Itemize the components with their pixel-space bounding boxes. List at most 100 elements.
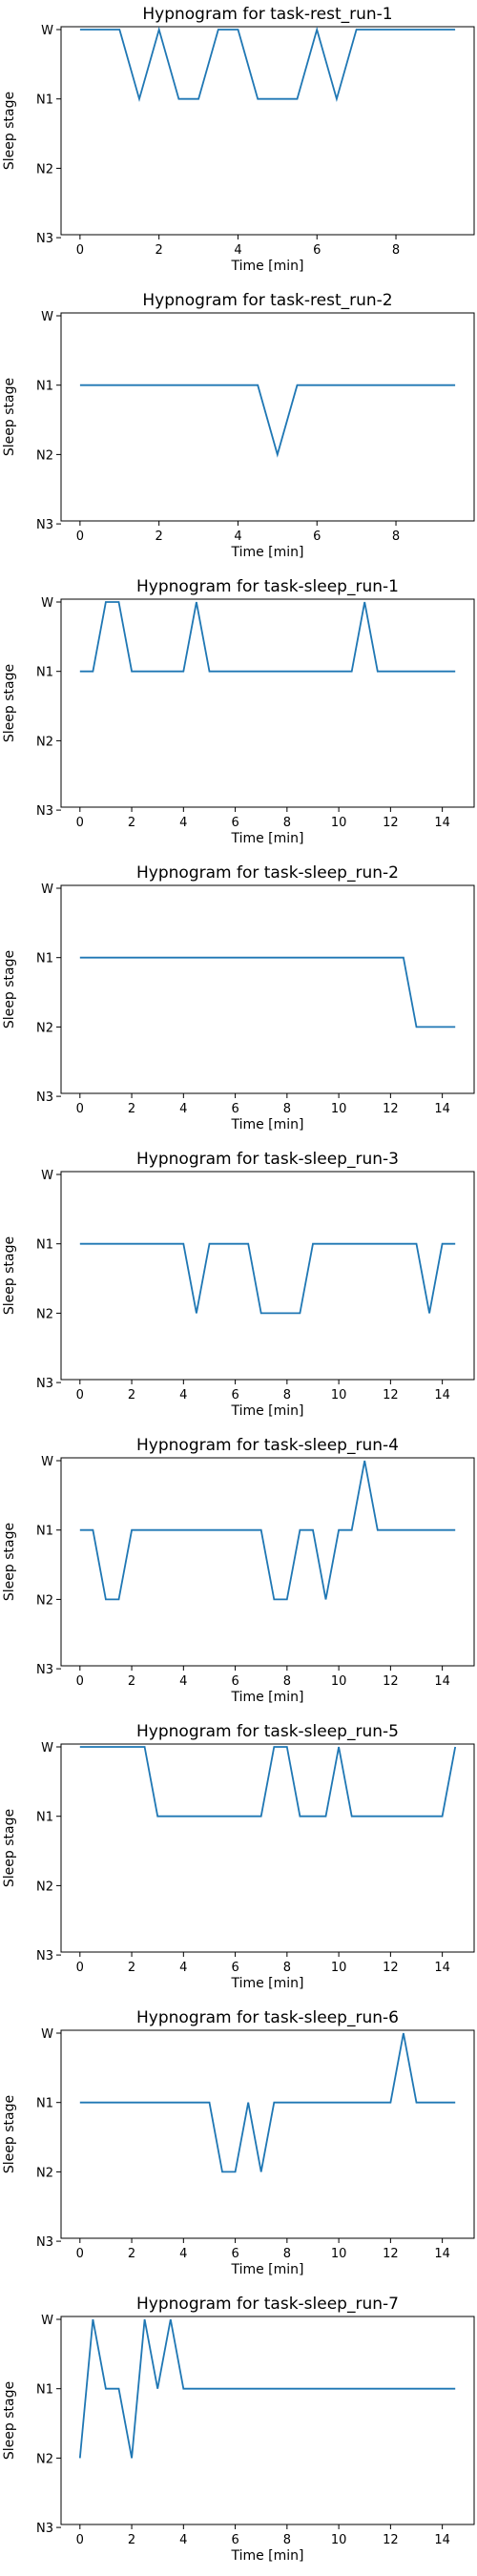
y-tick-label: N3 (36, 1949, 53, 1963)
x-tick-label: 2 (128, 1102, 135, 1116)
hypnogram-line (79, 384, 456, 458)
y-tick-label: N3 (36, 1663, 53, 1677)
chart-panel-3: Hypnogram for task-sleep_run-1 W N1 N2 N3 0 2 4… (2, 577, 475, 846)
x-tick-label: 12 (383, 1961, 399, 1975)
y-axis-label: Sleep stage (2, 950, 17, 1028)
x-tick-label: 14 (434, 2533, 450, 2547)
y-tick-label: N2 (36, 448, 53, 463)
chart-panel-6: Hypnogram for task-sleep_run-4 W N1 N2 N3 0 2 4… (2, 1436, 475, 1705)
y-tick-label: W (41, 24, 53, 38)
x-tick-label: 0 (76, 1102, 84, 1116)
x-tick-label: 10 (331, 2533, 347, 2547)
y-tick-label: W (41, 1455, 53, 1469)
x-tick-label: 6 (231, 1102, 238, 1116)
axes-frame (60, 598, 475, 808)
x-tick-label: 12 (383, 1674, 399, 1689)
x-tick-label: 8 (283, 2247, 291, 2261)
x-tick-label: 4 (234, 530, 241, 544)
x-axis-label: Time [min] (230, 1976, 303, 1991)
y-tick-label: N2 (36, 1307, 53, 1321)
y-tick-label: N1 (36, 380, 53, 394)
x-tick-label: 0 (76, 1674, 84, 1689)
hypnogram-line (79, 2032, 456, 2173)
x-tick-label: 2 (156, 243, 163, 258)
x-tick-label: 10 (331, 1961, 347, 1975)
y-tick-label: N2 (36, 735, 53, 749)
hypnogram-line (79, 1242, 456, 1315)
hypnogram-line (78, 2318, 456, 2459)
y-tick-label: N3 (36, 518, 53, 532)
x-tick-label: 10 (331, 2247, 347, 2261)
y-tick-label: N1 (36, 2097, 53, 2111)
x-tick-label: 10 (331, 816, 347, 830)
chart-panel-4: Hypnogram for task-sleep_run-2 W N1 N2 N3 0 2 4… (2, 863, 475, 1132)
x-tick-label: 12 (383, 1102, 399, 1116)
chart-title: Hypnogram for task-rest_run-2 (142, 291, 392, 310)
y-tick-label: W (41, 2027, 53, 2042)
y-tick-label: N2 (36, 2452, 53, 2466)
x-tick-label: 14 (434, 1674, 450, 1689)
x-axis-label: Time [min] (230, 259, 303, 274)
x-tick-label: 8 (283, 1961, 291, 1975)
y-tick-label: W (41, 2314, 53, 2328)
x-tick-label: 4 (179, 1388, 187, 1402)
x-tick-label: 4 (179, 2247, 187, 2261)
axes-frame (60, 1743, 475, 1953)
x-tick-label: 8 (283, 1674, 291, 1689)
x-axis-label: Time [min] (230, 1690, 303, 1705)
y-axis-label: Sleep stage (2, 664, 17, 742)
x-tick-label: 8 (283, 1388, 291, 1402)
x-tick-label: 10 (331, 1102, 347, 1116)
x-tick-label: 6 (231, 2533, 238, 2547)
axes-frame (60, 2029, 475, 2239)
x-tick-label: 14 (434, 1388, 450, 1402)
x-tick-label: 14 (434, 816, 450, 830)
y-tick-label: N3 (36, 2522, 53, 2536)
x-tick-label: 0 (76, 1388, 84, 1402)
y-tick-label: N2 (36, 162, 53, 177)
x-axis-label: Time [min] (230, 545, 303, 560)
x-tick-label: 8 (283, 1102, 291, 1116)
chart-title: Hypnogram for task-rest_run-1 (142, 5, 392, 24)
x-axis-label: Time [min] (230, 2262, 303, 2277)
chart-panel-9: Hypnogram for task-sleep_run-7 W N1 N2 N3 0 2 4… (2, 2295, 475, 2564)
y-tick-label: N2 (36, 2166, 53, 2180)
y-tick-label: W (41, 596, 53, 611)
x-tick-label: 6 (313, 530, 321, 544)
x-tick-label: 0 (76, 1961, 84, 1975)
x-tick-label: 14 (434, 1961, 450, 1975)
x-tick-label: 2 (128, 1388, 135, 1402)
x-tick-label: 2 (128, 816, 135, 830)
y-tick-label: N1 (36, 1525, 53, 1539)
x-tick-label: 14 (434, 1102, 450, 1116)
y-axis-label: Sleep stage (2, 92, 17, 170)
chart-panel-8: Hypnogram for task-sleep_run-6 W N1 N2 N3 0 2 4… (2, 2008, 475, 2277)
chart-title: Hypnogram for task-sleep_run-7 (136, 2295, 399, 2314)
x-tick-label: 8 (283, 816, 291, 830)
hypnogram-line (79, 601, 456, 673)
hypnogram-line (79, 956, 456, 1028)
x-tick-label: 0 (76, 2533, 84, 2547)
x-tick-label: 10 (331, 1674, 347, 1689)
x-tick-label: 4 (179, 2533, 187, 2547)
y-axis-label: Sleep stage (2, 1236, 17, 1315)
y-axis-label: Sleep stage (2, 1523, 17, 1601)
chart-title: Hypnogram for task-sleep_run-6 (136, 2008, 399, 2027)
y-tick-label: N1 (36, 1238, 53, 1253)
x-tick-label: 6 (313, 243, 321, 258)
y-tick-label: N3 (36, 2235, 53, 2250)
x-tick-label: 4 (179, 1102, 187, 1116)
y-axis-label: Sleep stage (2, 2381, 17, 2460)
x-tick-label: 6 (231, 816, 238, 830)
axes-frame (60, 884, 475, 1094)
axes-frame (60, 26, 475, 236)
y-tick-label: N3 (36, 1091, 53, 1105)
x-tick-label: 4 (179, 1961, 187, 1975)
chart-panel-5: Hypnogram for task-sleep_run-3 W N1 N2 N3 0 2 4… (2, 1150, 475, 1419)
y-axis-label: Sleep stage (2, 1809, 17, 1887)
y-tick-label: N2 (36, 1880, 53, 1894)
axes-frame (60, 312, 475, 522)
chart-panel-2: Hypnogram for task-rest_run-2 W N1 N2 N3 0 2 4 6… (2, 291, 475, 560)
x-tick-label: 2 (128, 1961, 135, 1975)
hypnogram-line (79, 1746, 457, 1818)
